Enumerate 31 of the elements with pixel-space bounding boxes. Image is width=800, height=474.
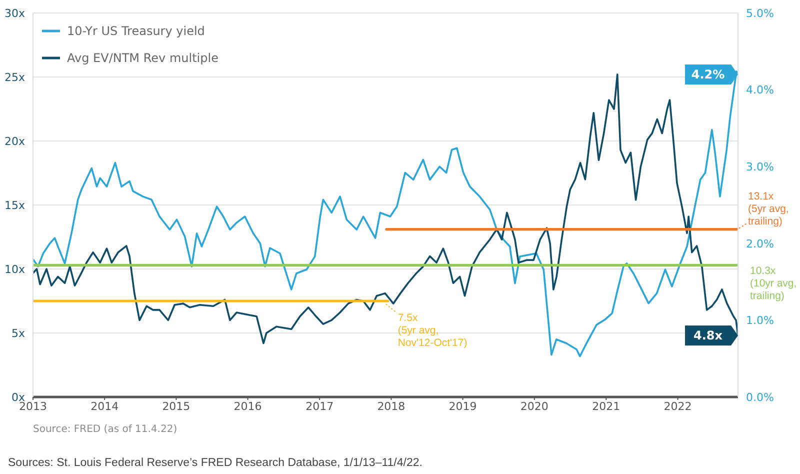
annotation: 7.5x (5yr avg, Nov'12-Oct'17): [398, 312, 468, 349]
x-tick-label: 2014: [90, 400, 119, 413]
source-note: Sources: St. Louis Federal Reserve’s FRED Research Database, 1/1/13–11/4/22.: [8, 457, 422, 469]
legend-label: Avg EV/NTM Rev multiple: [67, 50, 218, 64]
x-tick-label: 2015: [162, 400, 190, 413]
y2-tick-label: 4.0%: [746, 84, 774, 97]
y-tick-label: 15x: [4, 198, 26, 212]
annotation: 13.1x (5yr avg, trailing): [748, 190, 789, 228]
y2-tick-label: 1.0%: [746, 314, 774, 328]
y2-tick-label: 2.0%: [746, 237, 774, 250]
legend-label: 10-Yr US Treasury yield: [67, 24, 205, 38]
x-tick-label: 2019: [448, 400, 477, 413]
data-label: 4.8x: [694, 328, 723, 343]
y-tick-label: 25x: [4, 70, 26, 84]
x-tick-label: 2022: [664, 400, 692, 413]
y-tick-label: 20x: [4, 134, 26, 148]
y2-tick-label: 3.0%: [746, 160, 774, 174]
x-tick-label: 2021: [592, 400, 620, 413]
x-tick-label: 2016: [234, 400, 262, 413]
y2-tick-label: 5.0%: [746, 6, 774, 20]
y-tick-label: 5x: [11, 326, 26, 340]
y-tick-label: 30x: [4, 6, 26, 20]
x-tick-label: 2020: [520, 400, 548, 413]
source-note: Source: FRED (as of 11.4.22): [33, 424, 178, 435]
x-tick-label: 2018: [377, 400, 406, 413]
y2-tick-label: 0.0%: [746, 390, 774, 404]
x-tick-label: 2013: [19, 400, 47, 413]
data-label: 4.2%: [691, 67, 725, 82]
annotation: 10.3x (10yr avg, trailing): [750, 265, 797, 302]
x-tick-label: 2017: [306, 400, 334, 413]
y-tick-label: 10x: [4, 262, 26, 276]
